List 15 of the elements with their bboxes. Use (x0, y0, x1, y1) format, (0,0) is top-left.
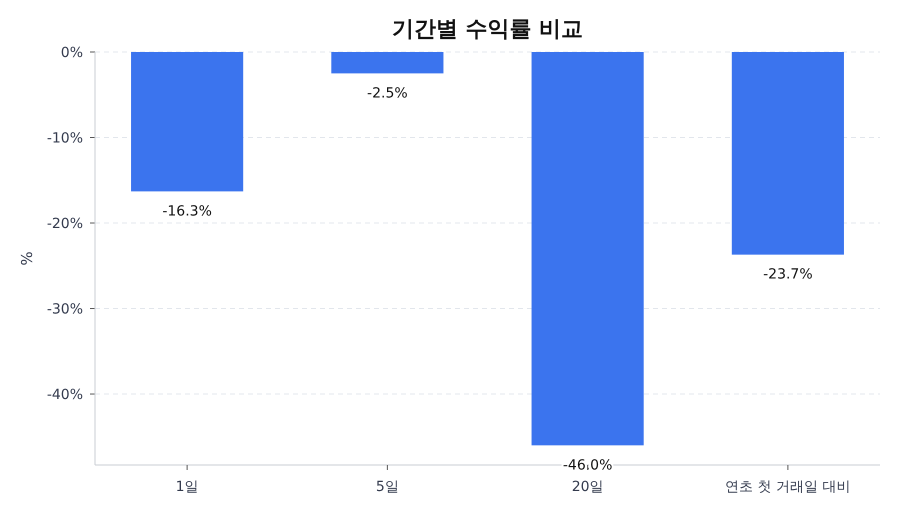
y-tick-label: -10% (46, 130, 83, 147)
x-tick-label: 20일 (572, 479, 604, 495)
data-label: -23.7% (763, 266, 813, 283)
x-tick-label: 1일 (176, 479, 199, 495)
data-label: -2.5% (367, 85, 408, 102)
y-axis-title: % (18, 251, 36, 266)
data-label: -46.0% (562, 457, 612, 474)
y-tick-label: 0% (60, 45, 83, 61)
data-label: -16.3% (162, 203, 212, 220)
x-tick-label: 5일 (376, 479, 399, 495)
x-tick-label: 연초 첫 거래일 대비 (725, 479, 851, 495)
y-tick-label: -20% (46, 216, 83, 232)
chart-title: 기간별 수익률 비교 (392, 17, 584, 42)
y-tick-label: -40% (46, 387, 83, 404)
y-tick-label: -30% (46, 302, 83, 318)
